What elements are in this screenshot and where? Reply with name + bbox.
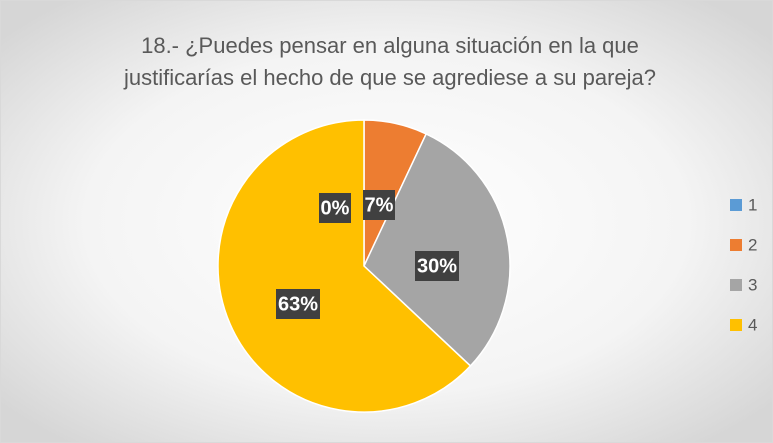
pie-slice xyxy=(363,132,511,368)
chart-title: 18.- ¿Puedes pensar en alguna situación … xyxy=(123,33,656,90)
data-label: 0% xyxy=(321,197,350,219)
legend-swatch xyxy=(730,319,742,331)
legend-swatch xyxy=(730,279,742,291)
data-label: 7% xyxy=(365,194,394,216)
legend-label: 1 xyxy=(748,195,757,214)
data-label-box xyxy=(415,251,459,281)
legend-label: 2 xyxy=(748,235,757,254)
data-label-box xyxy=(319,193,351,223)
legend-label: 4 xyxy=(748,315,757,334)
legend-swatch xyxy=(730,239,742,251)
data-label-box xyxy=(276,289,320,319)
pie-slice xyxy=(217,119,472,413)
data-label: 30% xyxy=(417,255,457,277)
data-label-box xyxy=(363,190,395,220)
legend-swatch xyxy=(730,199,742,211)
legend-label: 3 xyxy=(748,275,757,294)
data-label: 63% xyxy=(278,293,318,315)
